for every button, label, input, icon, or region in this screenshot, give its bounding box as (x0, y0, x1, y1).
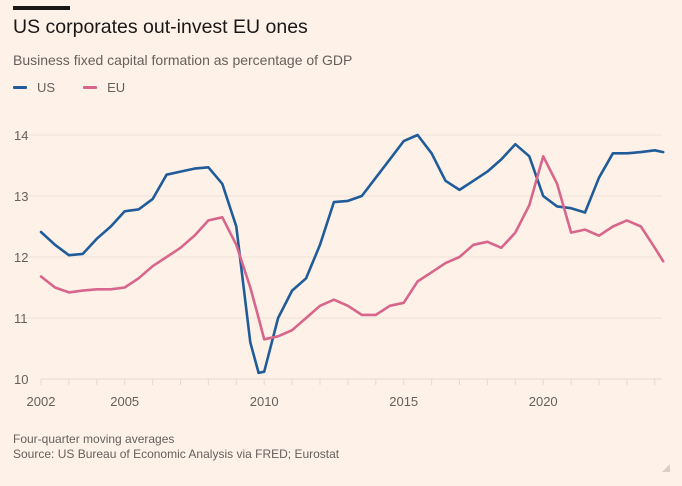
x-tick-label-2010: 2010 (250, 394, 279, 409)
footnote-source: Source: US Bureau of Economic Analysis v… (13, 447, 340, 461)
y-tick-label-14: 14 (14, 128, 28, 143)
legend-swatch-eu (83, 86, 98, 89)
chart-subtitle: Business fixed capital formation as perc… (13, 52, 353, 68)
legend: US EU (13, 80, 153, 95)
legend-swatch-us (13, 86, 27, 89)
y-tick-label-11: 11 (14, 311, 28, 326)
x-tick-label-2005: 2005 (110, 394, 139, 409)
legend-item-eu: EU (83, 80, 125, 95)
footnote: Four-quarter moving averages Source: US … (13, 432, 339, 462)
footnote-note: Four-quarter moving averages (13, 432, 175, 446)
chart-title: US corporates out-invest EU ones (13, 16, 308, 38)
brand-bar (13, 6, 70, 10)
series-line-eu (39, 155, 665, 341)
x-tick-label-2015: 2015 (389, 394, 418, 409)
series-line-us (39, 133, 665, 375)
y-tick-label-10: 10 (14, 372, 28, 387)
legend-label-us: US (37, 80, 56, 95)
x-tick-label-2020: 2020 (529, 394, 558, 409)
x-tick-label-2002: 2002 (27, 394, 56, 409)
legend-item-us: US (13, 80, 55, 95)
resize-handle-icon[interactable] (662, 464, 670, 472)
legend-label-eu: EU (107, 80, 126, 95)
y-tick-label-13: 13 (14, 189, 28, 204)
y-tick-label-12: 12 (14, 250, 28, 265)
